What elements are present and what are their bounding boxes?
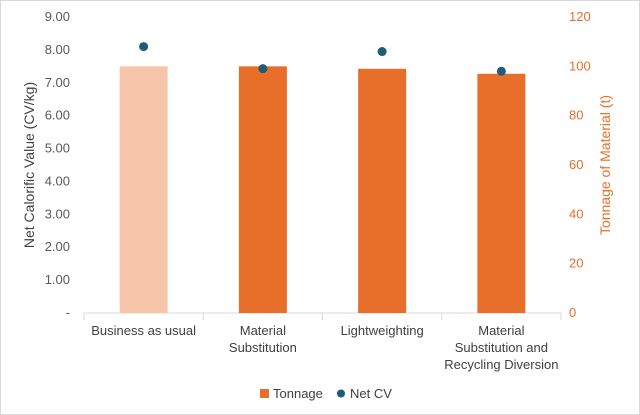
legend-label-net-cv: Net CV xyxy=(350,386,392,401)
y-left-axis-title: Net Calorific Value (CV/kg) xyxy=(21,82,37,248)
y-left-tick-label: 8.00 xyxy=(45,42,70,57)
point-net-cv xyxy=(377,47,387,57)
y-right-tick-label: 120 xyxy=(569,9,591,24)
x-category-label: Lightweighting xyxy=(341,323,424,338)
legend-swatch-tonnage xyxy=(260,389,269,398)
y-left-tick-label: 4.00 xyxy=(45,173,70,188)
y-left-tick-label: 9.00 xyxy=(45,9,70,24)
bar-tonnage xyxy=(238,66,287,313)
y-left-tick-label: 5.00 xyxy=(45,141,70,156)
y-right-tick-label: 0 xyxy=(569,305,576,320)
legend-marker-net-cv xyxy=(337,389,345,398)
y-left-tick-label: 1.00 xyxy=(45,272,70,287)
y-left-tick-label: - xyxy=(66,305,70,320)
y-right-tick-label: 80 xyxy=(569,108,583,123)
y-left-tick-label: 6.00 xyxy=(45,108,70,123)
point-net-cv xyxy=(139,42,149,52)
x-category-label: Business as usual xyxy=(91,323,196,338)
y-right-tick-label: 40 xyxy=(569,206,583,221)
bar-tonnage xyxy=(358,68,407,313)
y-right-axis-title: Tonnage of Material (t) xyxy=(597,95,613,235)
y-right-tick-label: 20 xyxy=(569,256,583,271)
bar-tonnage xyxy=(119,66,168,313)
x-category-label: Substitution and xyxy=(455,340,548,355)
point-net-cv xyxy=(496,66,506,76)
y-right-tick-label: 60 xyxy=(569,157,583,172)
point-net-cv xyxy=(258,64,268,74)
x-category-label: Substitution xyxy=(229,340,297,355)
y-left-tick-label: 2.00 xyxy=(45,239,70,254)
x-category-label: Material xyxy=(478,323,524,338)
y-left-tick-label: 3.00 xyxy=(45,206,70,221)
legend-label-tonnage: Tonnage xyxy=(273,386,323,401)
x-category-label: Material xyxy=(240,323,286,338)
x-category-label: Recycling Diversion xyxy=(444,357,558,372)
bar-tonnage xyxy=(477,73,526,313)
y-left-tick-label: 7.00 xyxy=(45,75,70,90)
y-right-tick-label: 100 xyxy=(569,58,591,73)
